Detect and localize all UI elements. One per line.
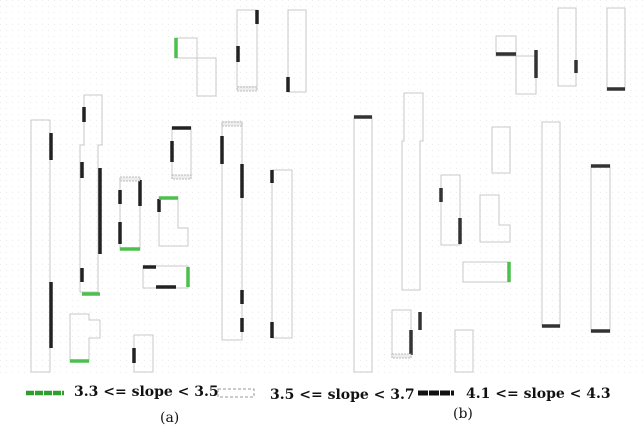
panel-a-edges xyxy=(49,10,290,363)
building-a-top-right xyxy=(287,9,307,93)
edge-dashed xyxy=(119,176,141,182)
building-b-l-shape xyxy=(479,194,511,243)
building-b-upper-box xyxy=(491,126,511,174)
panel-b-edges xyxy=(354,50,625,359)
caption-b: (b) xyxy=(453,406,473,422)
building-a-flat xyxy=(142,265,189,289)
building-b-top-tower xyxy=(557,7,577,87)
legend-label-dark: 4.1 <= slope < 4.3 xyxy=(466,386,611,402)
building-a-tall-left xyxy=(30,119,51,373)
legend-label-green: 3.3 <= slope < 3.5 xyxy=(74,384,219,400)
building-b-bottom-mid xyxy=(454,329,474,373)
building-b-top-l xyxy=(495,35,537,95)
legend-symbols xyxy=(26,388,454,398)
background-grid xyxy=(0,0,643,375)
edge-dashed xyxy=(391,353,412,359)
edge-dashed xyxy=(221,121,243,127)
edge-dashed xyxy=(171,174,192,180)
building-a-top-l xyxy=(174,37,217,97)
legend-label-dashed: 3.5 <= slope < 3.7 xyxy=(270,387,415,403)
building-a-right-narrow xyxy=(271,169,293,339)
legend-dashed-swatch xyxy=(217,388,255,398)
caption-a: (a) xyxy=(160,410,180,426)
building-b-mid-box xyxy=(440,174,461,246)
building-a-tall-stepped xyxy=(79,94,103,293)
building-b-stepped xyxy=(401,92,424,291)
edge-dashed xyxy=(236,86,258,92)
